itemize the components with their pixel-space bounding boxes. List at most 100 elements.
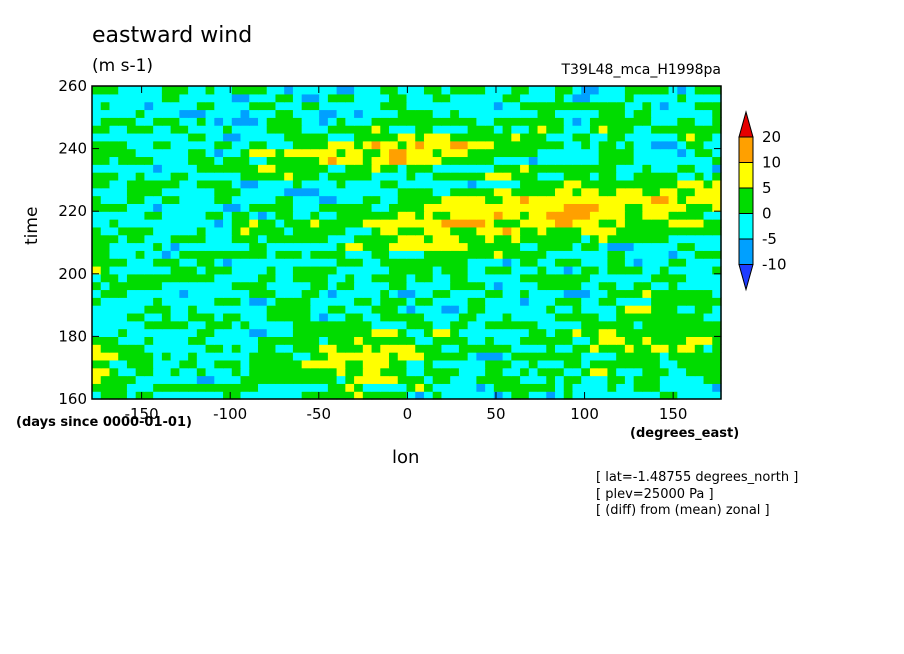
heatmap-cell [467,164,477,173]
heatmap-cell [319,86,329,95]
heatmap-cell [389,265,399,275]
heatmap-cell [240,164,250,173]
heatmap-cell [598,320,609,330]
heatmap-cell [371,101,381,111]
heatmap-cell [301,234,312,244]
heatmap-cell [694,250,705,259]
heatmap-cell [292,328,303,337]
heatmap-cell [310,187,320,197]
heatmap-cell [441,226,451,236]
heatmap-cell [92,226,102,236]
heatmap-cell [555,305,565,314]
heatmap-cell [458,117,469,126]
heatmap-cell [572,156,582,165]
heatmap-cell [493,101,504,111]
heatmap-cell [310,195,320,204]
heatmap-cell [476,117,486,126]
heatmap-cell [633,273,643,283]
heatmap-cell [589,179,600,189]
heatmap-cell [633,125,643,134]
heatmap-cell [301,312,312,322]
heatmap-cell [659,101,670,111]
heatmap-cell [153,352,163,361]
heatmap-cell [327,281,338,291]
heatmap-cell [153,305,163,314]
heatmap-cell [659,117,670,126]
heatmap-cell [694,359,705,369]
heatmap-cell [668,109,678,118]
heatmap-cell [616,234,626,244]
heatmap-cell [458,211,469,220]
heatmap-cell [257,367,268,377]
heatmap-cell [223,281,233,291]
heatmap-cell [336,172,346,181]
heatmap-cell [694,305,705,314]
x-tick-label: -150 [125,405,159,423]
heatmap-cell [92,352,102,361]
heatmap-cell [520,195,530,204]
heatmap-cell [161,101,172,111]
heatmap-cell [581,289,591,298]
heatmap-cell [651,86,661,95]
heatmap-cell [441,140,451,150]
heatmap-cell [520,125,530,134]
heatmap-cell [415,117,425,126]
heatmap-cell [581,140,591,150]
heatmap-cell [423,265,434,275]
heatmap-cell [546,242,556,251]
heatmap-cell [546,312,556,322]
heatmap-cell [406,258,416,267]
heatmap-cell [345,226,355,236]
heatmap-cell [450,273,460,283]
heatmap-cell [607,187,617,197]
heatmap-cell [537,281,547,291]
heatmap-cell [589,242,600,251]
heatmap-cell [520,86,530,95]
heatmap-cell [415,93,425,103]
heatmap-cell [240,117,250,126]
heatmap-cell [196,179,207,189]
heatmap-cell [292,234,303,244]
heatmap-cell [555,383,565,392]
heatmap-cell [712,352,722,361]
heatmap-cell [319,336,329,345]
heatmap-cell [458,93,469,103]
heatmap-cell [563,156,574,165]
heatmap-cell [633,258,643,267]
heatmap-cell [161,265,172,275]
heatmap-cell [668,117,678,126]
heatmap-cell [249,383,259,392]
heatmap-cell [441,132,451,142]
heatmap-cell [153,140,163,150]
heatmap-cell [607,234,617,244]
heatmap-cell [240,297,250,306]
heatmap-cell [196,367,207,377]
heatmap-cell [240,187,250,197]
heatmap-cell [397,172,408,181]
heatmap-cell [92,336,102,345]
heatmap-cell [668,367,678,377]
heatmap-cell [450,211,460,220]
heatmap-cell [135,117,146,126]
heatmap-cell [336,289,346,298]
heatmap-cell [502,328,512,337]
heatmap-cell [179,375,189,384]
heatmap-cell [546,289,556,298]
heatmap-cell [432,117,443,126]
heatmap-cell [214,242,224,251]
heatmap-cell [441,328,451,337]
heatmap-cell [362,320,373,330]
heatmap-cell [92,148,102,158]
heatmap-cell [257,226,268,236]
heatmap-cell [231,172,242,181]
heatmap-cell [223,148,233,158]
heatmap-cell [537,101,547,111]
heatmap-cell [572,359,582,369]
heatmap-cell [686,156,696,165]
heatmap-cell [642,273,652,283]
heatmap-cell [537,344,547,353]
heatmap-cell [126,93,137,103]
heatmap-cell [161,179,172,189]
heatmap-cell [188,140,198,150]
heatmap-cell [92,140,102,150]
